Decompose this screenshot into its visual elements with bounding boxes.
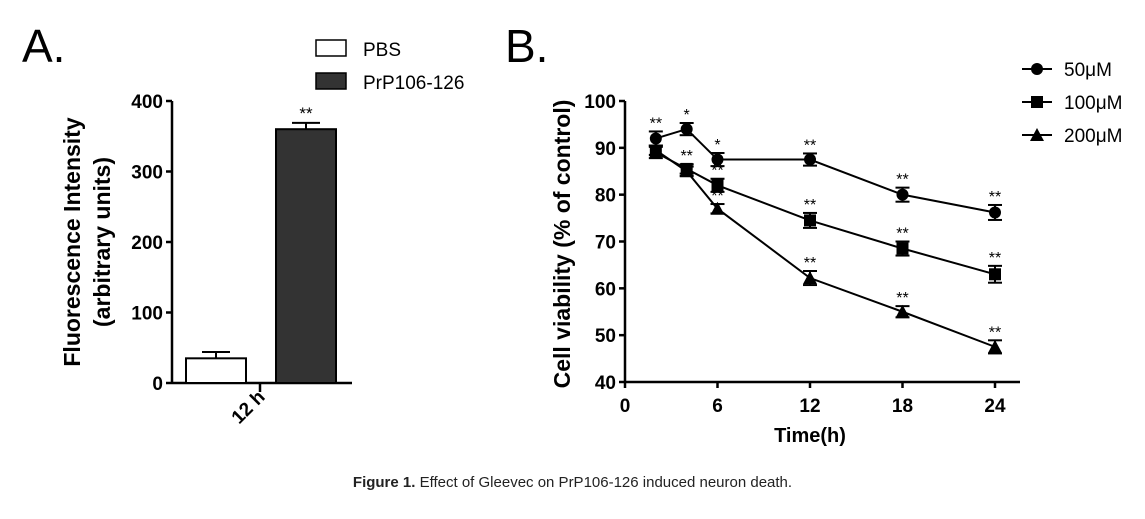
y-tick-label: 80 [595,186,616,207]
marker-triangle [988,339,1002,353]
marker-square [896,242,909,255]
significance-label: ** [896,290,908,307]
x-tick-label: 12 h [228,387,270,429]
chart-b: 40 50 60 70 80 90 100 0 6 12 18 24 Time(h) Cell viabi… [549,60,1122,447]
panel-a-label: A. [22,20,65,72]
legend-label: PBS [363,40,401,61]
legend-label: 200μM [1064,126,1122,147]
legend-swatch [315,72,347,90]
marker-triangle [648,143,663,157]
bar-PBS [185,357,247,385]
x-axis-label: Time(h) [774,425,846,447]
y-tick-label: 100 [131,304,163,325]
series-line [655,127,996,214]
y-tick-label: 400 [131,92,163,113]
marker-circle [680,123,693,136]
marker-circle [989,206,1001,219]
series-50μM: ** ** ****** [648,107,1002,221]
legend-swatch [315,39,347,57]
marker-square [804,214,816,227]
significance-label: ** [650,115,662,132]
panel-b-label: B. [505,20,548,72]
significance-label: * [684,107,690,124]
significance-label: ** [804,197,816,214]
marker-triangle [679,164,694,178]
significance-label: ** [299,104,313,123]
significance-label: ** [711,163,723,180]
figure-caption: Figure 1. Effect of Gleevec on PrP106-12… [0,474,1145,491]
series-200μM: ** ** ** ** [648,143,1002,355]
y-tick-label: 70 [595,233,616,254]
significance-label: ** [711,188,723,205]
x-tick-label: 12 [799,396,820,417]
marker-square [1031,96,1043,108]
x-tick-label: 0 [620,396,631,417]
y-tick-label: 0 [152,374,163,395]
marker-circle [711,153,724,166]
legend-label: 50μM [1064,60,1112,81]
bar-PrP106-126 [275,128,337,384]
y-tick-label: 200 [131,233,163,254]
significance-label: ** [989,250,1001,267]
series-line [655,149,996,348]
y-tick-label: 40 [595,373,616,394]
y-tick-label: 300 [131,163,163,184]
marker-triangle [803,271,817,285]
chart-a: 0 100 200 300 400 PBS ** PrP106-126 12 h Fluoresc… [59,39,464,429]
y-axis-label: Fluorescence Intensity [59,117,85,366]
x-tick-label: 6 [712,396,723,417]
y-axis-label-units: (arbitrary units) [89,157,115,327]
marker-triangle [1030,128,1044,141]
significance-label: ** [896,226,908,243]
marker-circle [649,132,662,145]
marker-triangle [895,304,910,318]
marker-square [989,268,1001,281]
caption-text: Effect of Gleevec on PrP106-126 induced … [415,474,793,491]
y-tick-label: 100 [584,92,616,113]
significance-label: ** [989,189,1001,206]
significance-label: ** [804,255,816,272]
x-tick-label: 18 [892,396,913,417]
y-tick-label: 50 [595,326,616,347]
y-tick-label: 90 [595,139,616,160]
legend-label: 100μM [1064,93,1122,114]
marker-circle [896,188,909,201]
marker-square [711,179,724,192]
y-tick-label: 60 [595,279,616,300]
x-tick-label: 24 [984,396,1006,417]
y-axis-label: Cell viability (% of control) [549,100,575,389]
series-line [655,151,996,276]
legend-label: PrP106-126 [363,73,464,94]
significance-label: ** [680,148,692,165]
marker-triangle [710,201,725,215]
marker-circle [804,153,816,166]
marker-circle [1031,63,1043,75]
significance-label: ** [804,137,816,154]
significance-label: ** [989,324,1001,341]
caption-label: Figure 1. [352,474,416,491]
significance-label: ** [896,172,908,189]
significance-label: * [714,137,720,154]
series-100μM: ** ** ** ** ** [648,145,1002,284]
